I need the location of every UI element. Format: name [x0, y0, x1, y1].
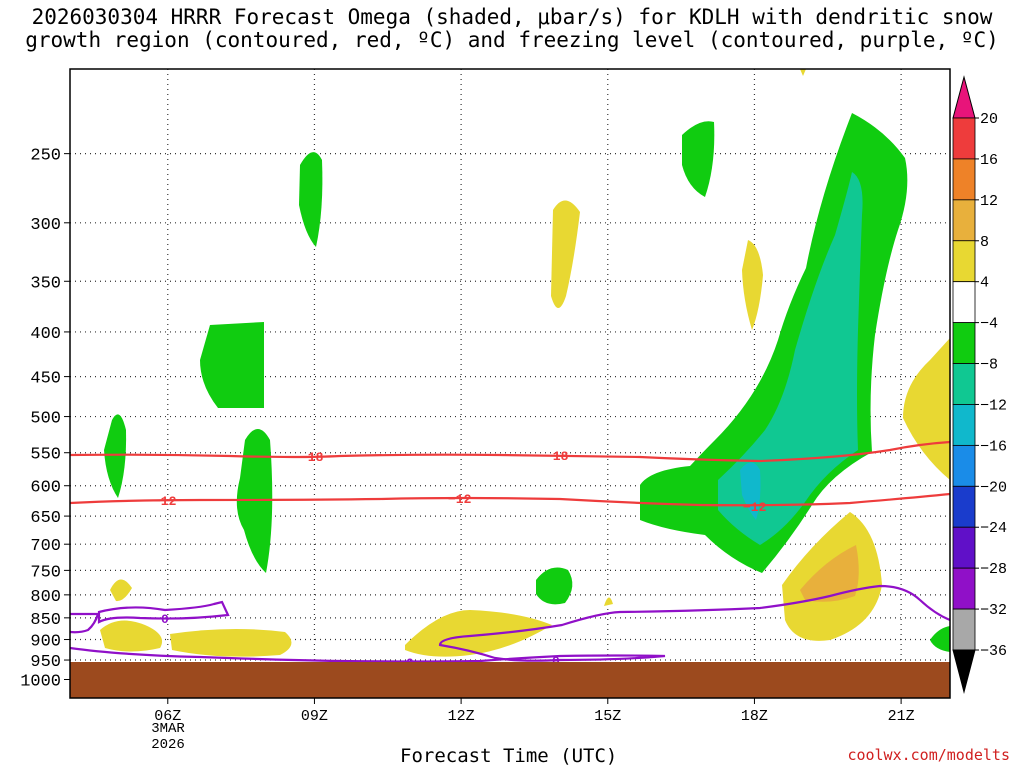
- contour-dendritic-top: [70, 440, 950, 463]
- omega-positive-area-15z-dot: [604, 597, 613, 606]
- omega-negative-area-05z: [104, 414, 127, 498]
- colorbar-label: −36: [980, 643, 1007, 660]
- omega-positive-area-05z: [110, 579, 132, 602]
- contour-label-dendritic-bottom-c: −12: [743, 500, 767, 515]
- colorbar-label: −16: [980, 438, 1007, 455]
- omega-negative-area-07z: [200, 322, 264, 408]
- y-tick-label: 700: [30, 537, 61, 556]
- omega-shading: [70, 69, 950, 663]
- y-tick-label: 550: [30, 446, 61, 465]
- colorbar-label: 8: [980, 234, 989, 251]
- colorbar-label: −12: [980, 397, 1007, 414]
- colorbar-label: −28: [980, 561, 1007, 578]
- ground-terrain: [70, 662, 950, 698]
- x-tick-label: 21Z: [888, 708, 915, 725]
- omega-negative-area-main-core: [718, 172, 863, 545]
- contour-label-dendritic-top-a: −18: [300, 450, 324, 465]
- x-tick-label: 12Z: [448, 708, 475, 725]
- omega-negative-area-14z: [536, 567, 573, 605]
- omega-positive-area-18z-upper: [742, 240, 763, 330]
- colorbar: 20 16 12 8 4 −4 −8 −12 −16 −20 −24 −28 −32 −36: [952, 75, 1007, 694]
- y-tick-label: 900: [30, 633, 61, 652]
- colorbar-label: 20: [980, 111, 998, 128]
- omega-strong-positive-area: [800, 545, 859, 602]
- colorbar-swatch: [952, 199, 976, 242]
- omega-positive-area-right-edge: [903, 338, 950, 480]
- colorbar-swatch: [952, 281, 976, 324]
- x-date-label-line-2: 2026: [151, 737, 185, 753]
- y-tick-label: 500: [30, 410, 61, 429]
- colorbar-label: −20: [980, 479, 1007, 496]
- x-date-label-line-1: 3MAR: [151, 721, 185, 737]
- contour-label-dendritic-bottom-a: −12: [153, 494, 177, 509]
- colorbar-label: 4: [980, 275, 989, 292]
- colorbar-swatch: [952, 444, 976, 487]
- omega-positive-area-07z-low: [170, 628, 292, 657]
- omega-negative-area-17z-top: [682, 121, 715, 197]
- colorbar-label: 16: [980, 152, 998, 169]
- omega-negative-area-right-low: [930, 626, 950, 652]
- contour-freezing-surface: [70, 584, 950, 663]
- y-tick-label: 450: [30, 370, 61, 389]
- chart-title-line-2: growth region (contoured, red, ºC) and f…: [25, 28, 999, 52]
- contour-freezing-upper: [97, 600, 230, 624]
- contour-label-freezing-c: 0: [552, 654, 560, 669]
- x-tick-label: 18Z: [741, 708, 768, 725]
- y-tick-label: 600: [30, 479, 61, 498]
- contour-label-dendritic-top-b: −18: [545, 449, 569, 464]
- contour-freezing-left: [70, 612, 100, 634]
- omega-positive-area-13z-low: [405, 610, 552, 657]
- colorbar-min-arrow: [952, 649, 976, 694]
- omega-negative-area-09z: [299, 152, 323, 247]
- contour-label-freezing-a: 0: [161, 612, 169, 627]
- x-tick-label: 06Z: [154, 708, 181, 725]
- colorbar-swatch: [952, 526, 976, 569]
- colorbar-swatch: [952, 363, 976, 405]
- x-tick-label: 09Z: [301, 708, 328, 725]
- omega-positive-area-05z-low: [100, 620, 163, 652]
- colorbar-swatch: [952, 240, 976, 283]
- colorbar-label: 12: [980, 193, 998, 210]
- y-tick-label: 650: [30, 509, 61, 528]
- omega-positive-area-ugust-top: [800, 69, 806, 76]
- colorbar-swatch: [952, 117, 976, 160]
- omega-positive-area-15z-upper: [551, 200, 580, 308]
- colorbar-label: −24: [980, 520, 1007, 537]
- y-tick-label: 400: [30, 325, 61, 344]
- y-tick-label: 850: [30, 611, 61, 630]
- colorbar-swatch: [952, 567, 976, 610]
- plot-frame: [69, 68, 951, 699]
- y-tick-label: 300: [30, 216, 61, 235]
- colorbar-swatch: [952, 608, 976, 651]
- x-axis-label: Forecast Time (UTC): [400, 745, 618, 767]
- y-tick-label: 950: [30, 653, 61, 672]
- x-axis: 06Z 09Z 12Z 15Z 18Z 21Z: [154, 698, 915, 725]
- colorbar-max-arrow: [952, 75, 976, 119]
- chart-title: 2026030304 HRRR Forecast Omega (shaded, …: [0, 6, 1024, 52]
- colorbar-label: −4: [980, 316, 998, 333]
- chart-title-line-1: 2026030304 HRRR Forecast Omega (shaded, …: [31, 5, 993, 29]
- y-tick-label: 250: [30, 147, 61, 166]
- colorbar-swatch: [952, 158, 976, 201]
- colorbar-label: −32: [980, 602, 1007, 619]
- y-tick-label: 800: [30, 588, 61, 607]
- colorbar-swatch: [952, 322, 976, 364]
- colorbar-swatch: [952, 404, 976, 446]
- y-tick-label: 750: [30, 563, 61, 582]
- y-tick-label: 1000: [20, 672, 61, 691]
- colorbar-label: −8: [980, 357, 998, 374]
- y-axis: 250 300 350 400 450 500 550 600 650 700 750 800 850 9…: [20, 147, 70, 691]
- x-tick-label: 15Z: [594, 708, 621, 725]
- colorbar-swatch: [952, 485, 976, 528]
- y-tick-label: 350: [30, 274, 61, 293]
- contour-label-dendritic-bottom-b: −12: [448, 492, 472, 507]
- contour-dendritic-bottom: [70, 492, 950, 507]
- credit-link[interactable]: coolwx.com/modelts: [847, 746, 1010, 764]
